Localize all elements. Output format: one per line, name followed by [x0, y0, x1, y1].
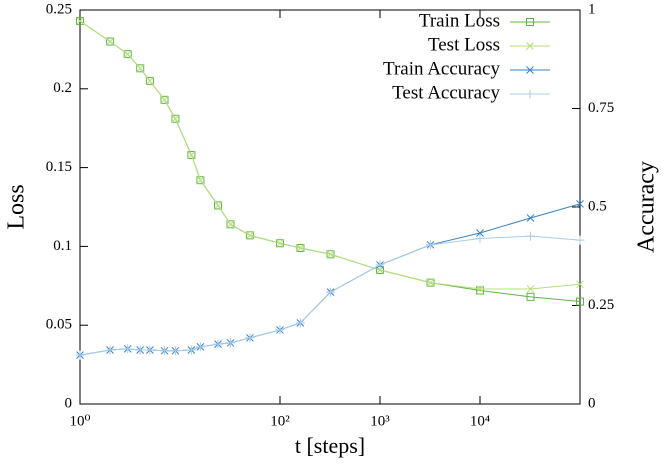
series-line	[79, 20, 581, 290]
marker	[171, 114, 180, 123]
legend-marker	[526, 18, 534, 26]
marker	[226, 220, 235, 229]
marker	[106, 37, 114, 46]
y-tick-label: 0.25	[46, 1, 72, 17]
y-tick-label: 0.15	[46, 159, 72, 175]
y2-tick-label: 0.5	[588, 198, 607, 214]
marker	[426, 278, 435, 287]
marker	[136, 64, 145, 73]
marker	[475, 234, 485, 244]
marker	[526, 285, 535, 293]
marker	[160, 95, 169, 104]
legend-label: Test Loss	[428, 34, 500, 55]
legend-label: Test Accuracy	[392, 82, 500, 103]
marker	[214, 201, 223, 210]
marker	[123, 50, 132, 58]
marker	[526, 214, 535, 222]
legend-label: Train Loss	[419, 10, 500, 31]
x-tick-label: 10²	[270, 413, 290, 429]
marker	[476, 285, 484, 293]
legend-label: Train Accuracy	[383, 58, 500, 79]
marker	[135, 345, 145, 355]
x-axis-label: t [steps]	[295, 433, 365, 458]
y2-tick-label: 1	[588, 1, 596, 17]
y2-tick-label: 0.25	[588, 297, 614, 313]
marker	[326, 250, 335, 259]
marker	[245, 333, 255, 343]
marker	[326, 287, 336, 297]
marker	[426, 240, 436, 250]
y-tick-label: 0	[65, 395, 73, 411]
marker	[245, 231, 254, 240]
marker	[196, 176, 205, 185]
plot-frame	[79, 9, 581, 405]
marker	[75, 350, 85, 360]
marker	[170, 346, 180, 356]
marker	[187, 151, 196, 159]
y-tick-label: 0.05	[46, 317, 72, 333]
marker	[123, 344, 133, 354]
marker	[213, 339, 223, 349]
marker	[214, 201, 222, 210]
marker	[476, 286, 484, 295]
legend-marker	[526, 42, 534, 50]
marker	[160, 95, 169, 104]
marker	[275, 325, 285, 335]
marker	[295, 318, 305, 328]
marker	[105, 345, 115, 355]
marker	[576, 199, 584, 208]
marker	[160, 346, 170, 356]
marker	[187, 150, 196, 159]
x-tick-label: 10³	[370, 413, 390, 429]
marker	[296, 243, 305, 252]
marker	[76, 17, 84, 25]
marker	[195, 342, 205, 352]
series-line	[79, 20, 581, 303]
y2-axis-label: Accuracy	[634, 161, 660, 253]
marker	[136, 64, 145, 73]
marker	[276, 239, 284, 248]
marker	[226, 220, 235, 229]
marker	[226, 338, 236, 348]
marker	[476, 229, 484, 237]
marker	[375, 260, 385, 270]
x-tick-label: 10⁰	[69, 413, 90, 429]
marker	[196, 176, 205, 185]
marker	[146, 77, 154, 85]
marker	[296, 244, 305, 252]
y2-tick-label: 0.75	[588, 100, 614, 116]
y-tick-label: 0.2	[53, 80, 72, 96]
marker	[575, 235, 585, 245]
marker	[326, 250, 335, 259]
marker	[576, 297, 584, 306]
marker	[145, 76, 154, 85]
marker	[526, 231, 536, 241]
y-tick-label: 0.1	[53, 238, 72, 254]
marker	[145, 345, 155, 355]
marker	[106, 37, 115, 46]
marker	[526, 292, 535, 301]
marker	[76, 17, 84, 26]
x-tick-label: 10⁴	[470, 413, 490, 429]
marker	[246, 231, 254, 240]
series-line	[79, 203, 581, 356]
y-axis-label: Loss	[4, 184, 30, 229]
marker	[276, 239, 284, 248]
y2-tick-label: 0	[588, 395, 596, 411]
marker	[186, 345, 196, 355]
marker	[123, 50, 132, 59]
marker	[171, 114, 180, 123]
legend-marker	[526, 66, 534, 74]
marker	[576, 280, 584, 289]
